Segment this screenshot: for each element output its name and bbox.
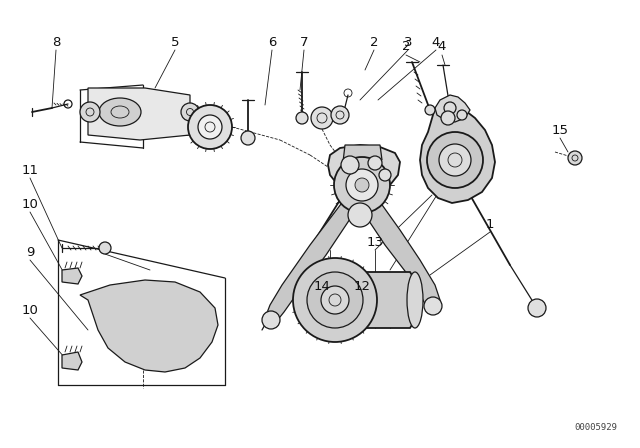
Text: 13: 13	[367, 236, 383, 249]
Circle shape	[346, 169, 378, 201]
Circle shape	[188, 105, 232, 149]
Circle shape	[296, 112, 308, 124]
Text: 3: 3	[404, 35, 412, 48]
Text: 10: 10	[22, 303, 38, 316]
Circle shape	[424, 297, 442, 315]
Circle shape	[181, 103, 199, 121]
Polygon shape	[80, 280, 218, 372]
Text: 5: 5	[171, 35, 179, 48]
Circle shape	[311, 107, 333, 129]
Circle shape	[457, 110, 467, 120]
Circle shape	[80, 102, 100, 122]
Circle shape	[439, 144, 471, 176]
Text: 4: 4	[432, 35, 440, 48]
Circle shape	[99, 242, 111, 254]
Text: 7: 7	[300, 35, 308, 48]
Circle shape	[348, 203, 372, 227]
Text: 10: 10	[22, 198, 38, 211]
Circle shape	[321, 286, 349, 314]
Circle shape	[528, 299, 546, 317]
Polygon shape	[88, 88, 190, 140]
Polygon shape	[435, 95, 470, 122]
Polygon shape	[360, 192, 440, 310]
Circle shape	[331, 106, 349, 124]
Text: 2: 2	[402, 40, 410, 53]
Polygon shape	[361, 272, 418, 328]
Circle shape	[568, 151, 582, 165]
Polygon shape	[328, 145, 400, 195]
Text: 9: 9	[26, 246, 34, 259]
Circle shape	[341, 156, 359, 174]
Text: 4: 4	[438, 40, 446, 53]
Ellipse shape	[99, 98, 141, 126]
Text: 6: 6	[268, 35, 276, 48]
Text: 14: 14	[314, 280, 330, 293]
Polygon shape	[343, 145, 382, 162]
Circle shape	[262, 311, 280, 329]
Ellipse shape	[407, 272, 423, 328]
Text: 00005929: 00005929	[575, 423, 618, 432]
Text: 8: 8	[52, 35, 60, 48]
Text: 15: 15	[552, 124, 568, 137]
Circle shape	[425, 105, 435, 115]
Circle shape	[241, 131, 255, 145]
Polygon shape	[265, 192, 362, 325]
Text: 1: 1	[486, 217, 494, 231]
Text: 11: 11	[22, 164, 38, 177]
Circle shape	[293, 258, 377, 342]
Circle shape	[379, 169, 391, 181]
Text: 2: 2	[370, 35, 378, 48]
Polygon shape	[62, 268, 82, 284]
Circle shape	[307, 272, 363, 328]
Circle shape	[368, 156, 382, 170]
Circle shape	[355, 178, 369, 192]
Text: 12: 12	[353, 280, 371, 293]
Circle shape	[444, 102, 456, 114]
Circle shape	[198, 115, 222, 139]
Polygon shape	[420, 105, 495, 203]
Circle shape	[441, 111, 455, 125]
Polygon shape	[62, 352, 82, 370]
Circle shape	[427, 132, 483, 188]
Circle shape	[334, 157, 390, 213]
